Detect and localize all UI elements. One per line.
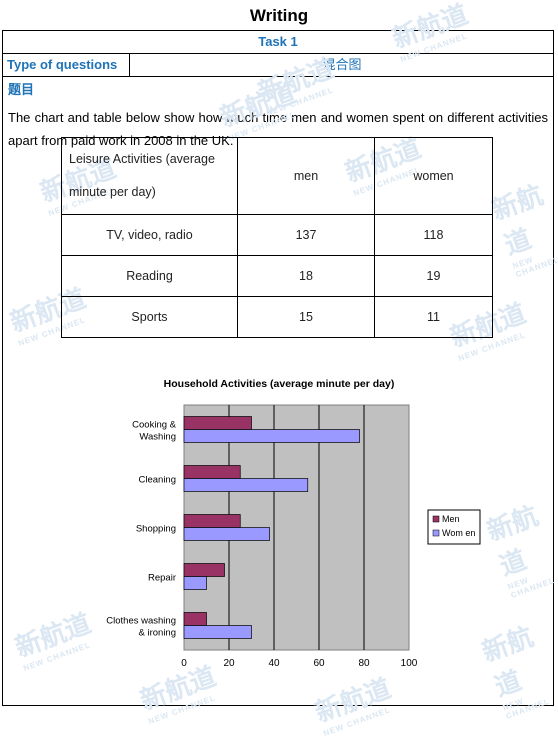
category-label: Shopping [136,524,176,535]
leisure-table: Leisure Activities (average minute per d… [61,137,493,338]
category-label: Washing [139,432,176,443]
table-cell: TV, video, radio [61,214,238,256]
bar-men [183,612,207,626]
table-cell: 19 [374,255,493,297]
table-cell: 15 [237,296,375,338]
table-cell: 118 [374,214,493,256]
category-label: & ironing [139,628,177,639]
table-row: TV, video, radio 137 118 [61,214,493,256]
category-label: Clothes washing [106,616,176,627]
x-tick-label: 0 [181,658,187,669]
x-tick-label: 80 [358,658,370,669]
table-header-women: women [374,137,493,215]
x-tick-label: 60 [313,658,325,669]
type-label: Type of questions [3,54,130,76]
bar-men [183,514,241,528]
bar-women [183,429,360,443]
header-line: Leisure Activities (average [69,152,215,166]
question-heading: 题目 [8,82,35,97]
bar-men [183,416,252,430]
category-label: Cooking & [132,420,176,431]
legend-box [427,509,481,545]
category-label: Repair [148,573,176,584]
table-cell: 137 [237,214,375,256]
category-label: Cleaning [139,475,177,486]
x-tick-label: 20 [223,658,235,669]
table-row: Sports 15 11 [61,296,493,338]
legend-swatch [432,529,440,537]
task-frame: Task 1 Type of questions 混合图 题目 The char… [2,30,554,706]
bar-women [183,625,252,639]
table-cell: Sports [61,296,238,338]
legend-label: Men [442,514,460,524]
type-row: Type of questions 混合图 [3,54,553,77]
page-title: Writing [249,6,309,25]
table-cell: 11 [374,296,493,338]
bar-women [183,478,309,492]
legend-swatch [432,515,440,523]
table-row: Reading 18 19 [61,255,493,297]
legend-label: Wom en [442,528,475,538]
task-label: Task 1 [3,31,553,54]
x-tick-label: 100 [401,658,418,669]
bar-men [183,563,225,577]
chart-title: Household Activities (average minute per… [163,378,395,390]
type-value: 混合图 [322,57,362,72]
bar-women [183,527,270,541]
table-cell: 18 [237,255,375,297]
x-tick-label: 40 [268,658,280,669]
header-line: minute per day) [69,185,156,199]
table-header-men: men [237,137,375,215]
bar-women [183,576,207,590]
household-bar-chart: 0 20 40 60 80 100 Cooking &Washing Cleaning Shop… [106,404,481,669]
table-header-activity: Leisure Activities (average minute per d… [61,137,238,215]
table-cell: Reading [61,255,238,297]
bar-men [183,465,241,479]
